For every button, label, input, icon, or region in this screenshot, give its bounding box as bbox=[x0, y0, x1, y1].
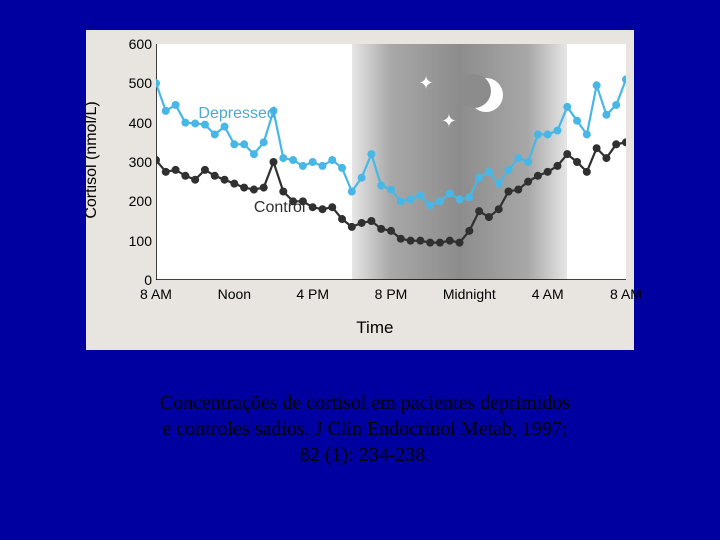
caption-line1: Concentrações de cortisol em pacientes d… bbox=[160, 392, 570, 414]
caption: Concentrações de cortisol em pacientes d… bbox=[120, 390, 610, 468]
plot-area: ✦ ✦ Depressed Control bbox=[156, 44, 626, 280]
x-tick: 8 AM bbox=[140, 286, 172, 302]
x-tick: 8 AM bbox=[610, 286, 642, 302]
series-label-depressed: Depressed bbox=[198, 105, 275, 123]
x-axis-label: Time bbox=[356, 318, 393, 338]
y-tick: 300 bbox=[129, 154, 152, 170]
y-tick: 400 bbox=[129, 115, 152, 131]
series-label-control: Control bbox=[254, 199, 306, 217]
y-tick: 600 bbox=[129, 36, 152, 52]
y-tick: 100 bbox=[129, 233, 152, 249]
slide: ✦ ✦ Depressed Control Cortisol (nmol/L) … bbox=[0, 0, 720, 540]
chart-svg bbox=[156, 44, 626, 280]
chart-panel: ✦ ✦ Depressed Control Cortisol (nmol/L) … bbox=[86, 30, 634, 350]
x-tick: 8 PM bbox=[375, 286, 408, 302]
caption-line2: e controles sadios. J Clin Endocrinol Me… bbox=[163, 418, 568, 440]
y-tick: 500 bbox=[129, 75, 152, 91]
y-tick: 200 bbox=[129, 193, 152, 209]
x-tick: 4 AM bbox=[532, 286, 564, 302]
caption-line3: 82 (1): 234-238. bbox=[300, 444, 431, 466]
x-tick: Midnight bbox=[443, 286, 496, 302]
y-axis-label: Cortisol (nmol/L) bbox=[83, 101, 101, 218]
x-tick: Noon bbox=[218, 286, 251, 302]
x-tick: 4 PM bbox=[296, 286, 329, 302]
